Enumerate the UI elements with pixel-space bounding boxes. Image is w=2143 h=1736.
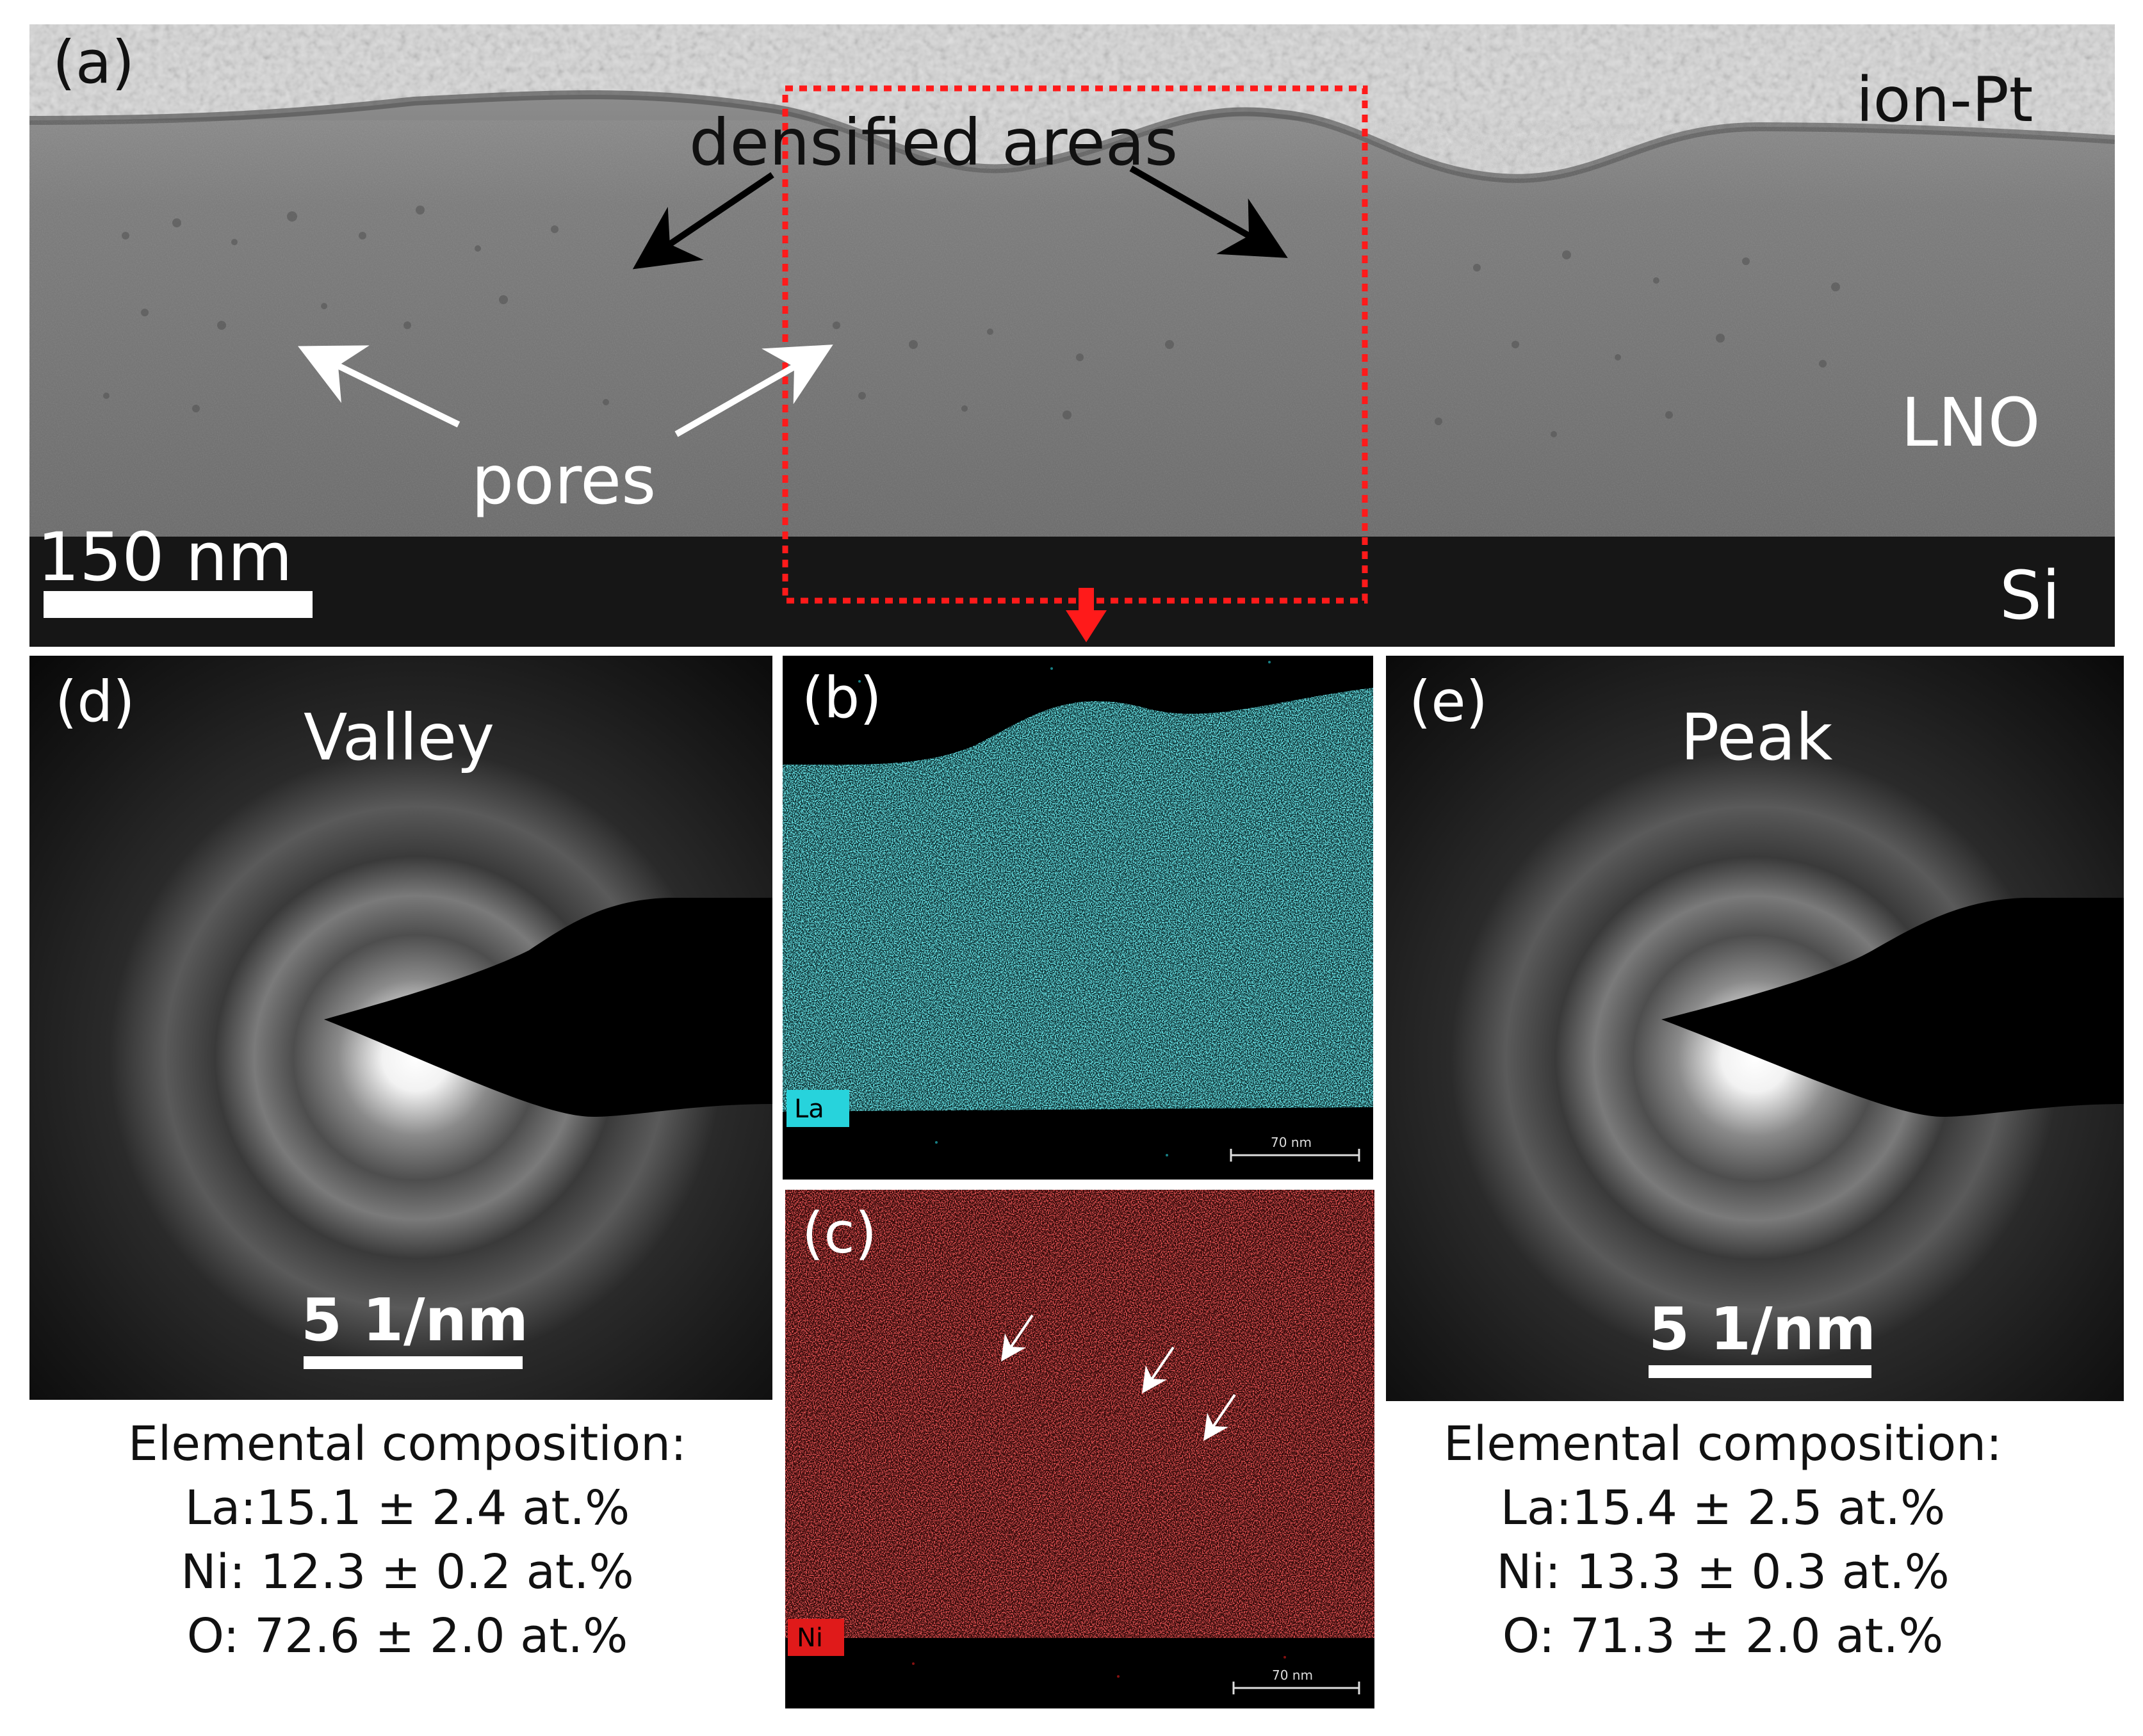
composition-ni: Ni: 12.3 ± 0.2 at.% <box>181 1545 634 1600</box>
composition-la: La:15.4 ± 2.5 at.% <box>1500 1480 1946 1536</box>
densified-arrow-right <box>1129 165 1288 258</box>
composition-valley: Elemental composition: La:15.1 ± 2.4 at.… <box>55 1412 760 1668</box>
eds-map-ni-panel: (c) Ni 70 nm <box>785 1190 1374 1708</box>
element-badge-la <box>786 1090 849 1127</box>
panel-tag-a: (a) <box>53 28 135 97</box>
ni-arrow-2 <box>1142 1346 1175 1394</box>
composition-ni: Ni: 13.3 ± 0.3 at.% <box>1496 1545 1950 1600</box>
scale-bar-e <box>1649 1365 1871 1378</box>
element-label-la: La <box>794 1094 824 1124</box>
ni-arrow-1 <box>1001 1314 1034 1362</box>
label-lno: LNO <box>1901 384 2041 462</box>
tem-cross-section-panel: (a) ion-Pt densified areas LNO pores Si … <box>29 24 2115 647</box>
composition-o: O: 71.3 ± 2.0 at.% <box>1502 1609 1944 1664</box>
pores-arrow-right <box>674 345 833 437</box>
label-si: Si <box>2000 556 2060 635</box>
panel-tag-e: (e) <box>1409 669 1488 734</box>
panel-title-peak: Peak <box>1681 700 1833 775</box>
scale-bar-label-a: 150 nm <box>37 518 293 596</box>
roi-box <box>782 85 1368 604</box>
label-pores: pores <box>471 441 656 519</box>
down-arrow-icon <box>1066 588 1107 642</box>
composition-heading: Elemental composition: <box>1444 1416 2002 1472</box>
eds-map-la-panel: (b) La 70 nm <box>783 656 1373 1180</box>
composition-peak: Elemental composition: La:15.4 ± 2.5 at.… <box>1371 1412 2075 1668</box>
composition-heading: Elemental composition: <box>128 1416 687 1472</box>
ni-arrow-3 <box>1203 1393 1236 1441</box>
scale-bar-label-c: 70 nm <box>1272 1667 1313 1683</box>
diffraction-valley-panel: (d) Valley 5 1/nm <box>29 656 772 1400</box>
tem-cross-section-image <box>29 24 2115 647</box>
eds-map-ni <box>785 1190 1374 1708</box>
panel-tag-c: (c) <box>802 1200 877 1266</box>
densified-arrow-left <box>632 172 774 270</box>
diffraction-pattern-peak <box>1386 656 2124 1401</box>
element-badge-ni <box>788 1619 844 1656</box>
scale-bar-a <box>44 591 313 618</box>
diffraction-peak-panel: (e) Peak 5 1/nm <box>1386 656 2124 1401</box>
panel-tag-b: (b) <box>802 665 882 731</box>
scale-bar-d <box>304 1356 523 1369</box>
diffraction-pattern-valley <box>29 656 772 1400</box>
scale-bar-label-e: 5 1/nm <box>1649 1295 1877 1363</box>
label-ion-pt: ion-Pt <box>1856 64 2033 136</box>
eds-map-la <box>783 656 1373 1180</box>
element-label-ni: Ni <box>797 1623 824 1653</box>
beam-stop-icon <box>1661 898 2124 1117</box>
scale-bar-label-d: 5 1/nm <box>301 1286 529 1354</box>
panel-tag-d: (d) <box>55 669 135 734</box>
panel-title-valley: Valley <box>304 700 495 775</box>
label-densified-areas: densified areas <box>689 105 1178 180</box>
scale-bar-label-b: 70 nm <box>1271 1135 1312 1150</box>
beam-stop-icon <box>324 898 772 1117</box>
composition-la: La:15.1 ± 2.4 at.% <box>184 1480 630 1536</box>
pores-arrow-left <box>298 345 460 428</box>
composition-o: O: 72.6 ± 2.0 at.% <box>186 1609 628 1664</box>
pore-dots <box>103 206 1840 437</box>
